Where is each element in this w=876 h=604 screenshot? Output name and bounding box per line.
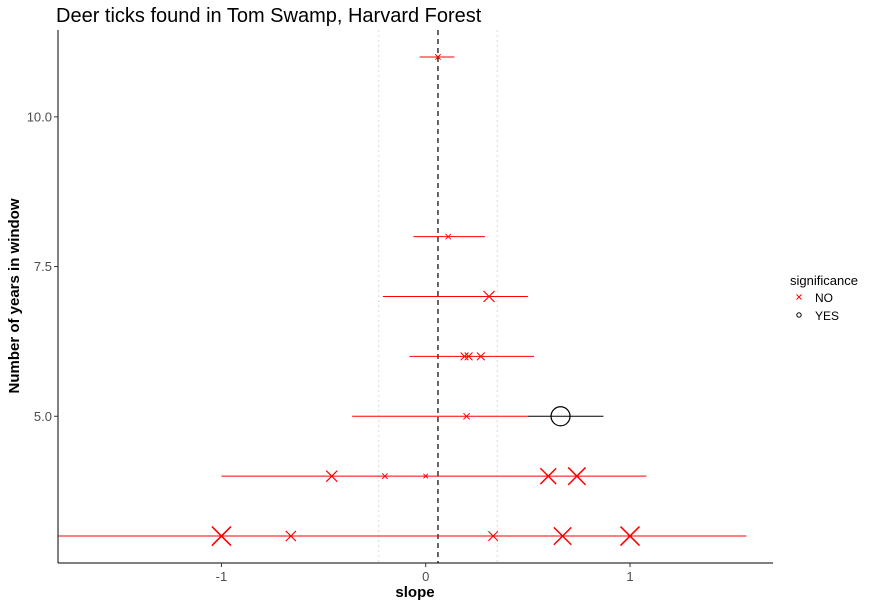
data-point-no [445, 233, 452, 240]
data-point-no [325, 470, 338, 483]
y-tick-label: 5.0 [34, 409, 52, 424]
data-point-no [488, 530, 499, 542]
legend-key-yes [796, 312, 802, 318]
data-point-no [434, 53, 441, 60]
legend-label-no: NO [815, 291, 833, 305]
data-point-no [211, 525, 232, 547]
data-point-yes [550, 406, 571, 427]
data-point-no [381, 473, 388, 480]
legend: significance NO YES [790, 273, 858, 323]
data-point-no [285, 530, 297, 542]
y-tick-label: 10.0 [27, 109, 52, 124]
data-point-no [553, 526, 572, 546]
legend-key-no [796, 294, 802, 300]
legend-label-yes: YES [815, 309, 839, 323]
y-axis-title: Number of years in window [6, 198, 23, 393]
data-point-no [539, 467, 557, 485]
data-point-no [423, 473, 429, 479]
data-point-no [460, 352, 469, 361]
error-bars [58, 56, 747, 537]
plot-area [58, 30, 747, 563]
data-point-no [476, 352, 486, 361]
x-axis-title: slope [395, 584, 434, 601]
data-point-no [483, 290, 495, 303]
y-tick-label: 7.5 [34, 259, 52, 274]
data-point-no [619, 525, 641, 547]
x-tick-label: 1 [626, 569, 633, 584]
x-tick-label: 0 [422, 569, 429, 584]
chart-title: Deer ticks found in Tom Swamp, Harvard F… [56, 5, 482, 27]
data-point-no [463, 412, 471, 420]
data-point-no [464, 352, 473, 361]
x-tick-label: -1 [216, 569, 228, 584]
data-points [211, 53, 641, 547]
axes: -1 0 1 5.0 7.5 10.0 [27, 30, 773, 584]
legend-title: significance [790, 273, 858, 288]
data-point-no [567, 466, 587, 486]
